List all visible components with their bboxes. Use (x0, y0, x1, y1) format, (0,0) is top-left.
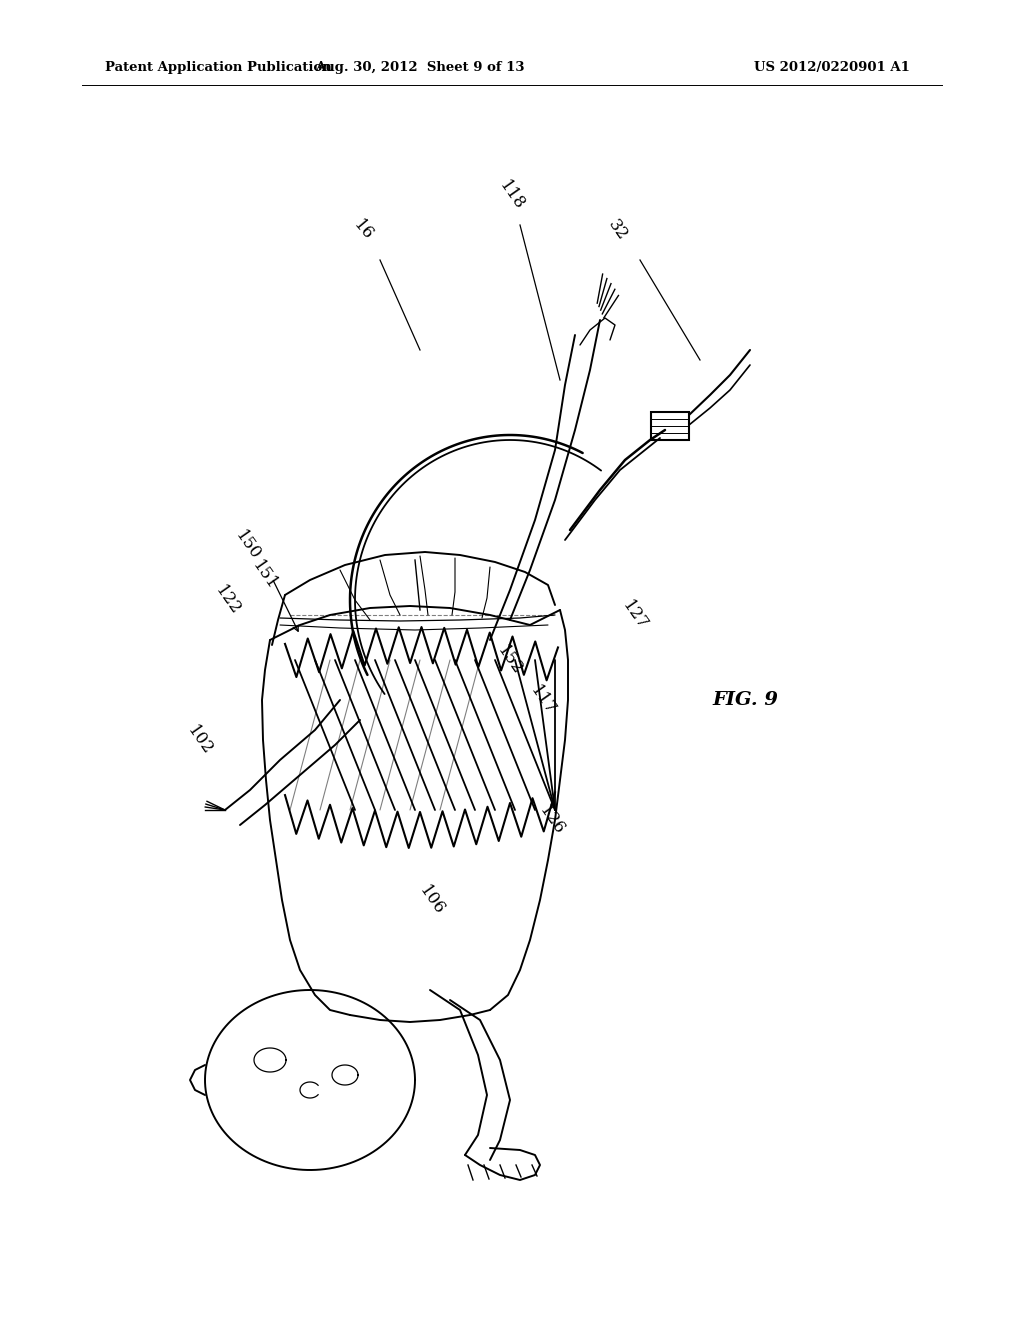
Text: 32: 32 (605, 216, 631, 244)
Bar (651, 412, 689, 440)
Text: 118: 118 (496, 177, 528, 213)
Text: FIG. 9: FIG. 9 (712, 690, 778, 709)
Text: 102: 102 (184, 722, 216, 758)
Text: 151: 151 (249, 557, 281, 593)
Text: 106: 106 (416, 882, 449, 917)
Text: 150: 150 (231, 527, 264, 562)
Text: 127: 127 (618, 597, 651, 632)
Text: 16: 16 (350, 216, 376, 244)
Text: Aug. 30, 2012  Sheet 9 of 13: Aug. 30, 2012 Sheet 9 of 13 (315, 62, 524, 74)
Text: 117: 117 (527, 682, 559, 718)
Text: Patent Application Publication: Patent Application Publication (105, 62, 332, 74)
Text: US 2012/0220901 A1: US 2012/0220901 A1 (754, 62, 910, 74)
Text: 122: 122 (212, 582, 244, 618)
Text: 152: 152 (494, 642, 526, 678)
Text: 126: 126 (536, 803, 568, 838)
